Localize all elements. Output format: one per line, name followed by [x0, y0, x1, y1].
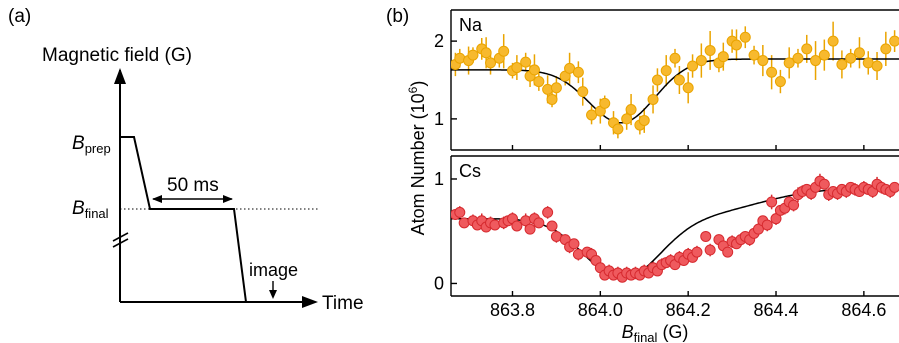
duration-label: 50 ms [167, 175, 219, 196]
na-data-point [871, 60, 883, 72]
cs-data-point [546, 220, 558, 232]
cs-xtick-label: 864.0 [578, 300, 623, 320]
na-data-point [647, 93, 659, 105]
na-data-point [546, 93, 558, 105]
cs-xtick-label: 864.4 [753, 300, 798, 320]
field-sequence-line [120, 136, 247, 303]
na-data-point [572, 66, 584, 78]
na-data-point [638, 114, 650, 126]
na-data-point [757, 55, 769, 67]
panel-a-time-label: Time [322, 293, 364, 314]
panel-a-y-arrowhead [114, 68, 126, 84]
na-data-point [739, 31, 751, 43]
cs-ytick-label: 0 [434, 273, 444, 293]
panel-a-ylabel: Magnetic field (G) [42, 45, 192, 66]
na-data-point [687, 60, 699, 72]
cs-plot: 0 1 863.8 864.0 864.2 864.4 864.6 Cs [434, 155, 899, 320]
b-prep-label: Bprep [72, 133, 111, 156]
cs-data-point [788, 199, 800, 211]
panel-b: (b) Atom Number (106) Bfinal (G) 1 2 Na 0 1… [386, 6, 899, 343]
na-data-point [682, 82, 694, 94]
na-data-point [612, 123, 624, 135]
na-ytick-label: 1 [434, 109, 444, 129]
panel-b-label: (b) [386, 6, 409, 27]
cs-data-point [524, 223, 536, 235]
na-data-point [783, 57, 795, 69]
cs-data-point [704, 244, 716, 256]
panel-a: (a) Magnetic field (G) Time Bprep Bfinal… [8, 6, 364, 314]
na-data-point [880, 43, 892, 55]
na-data-point [845, 52, 857, 64]
na-data-point [730, 39, 742, 51]
cs-data-point [700, 230, 712, 242]
cs-data-point [511, 220, 523, 232]
panel-b-xlabel: Bfinal (G) [622, 322, 689, 343]
cs-data-point [761, 219, 773, 231]
panel-a-time-arrowhead [302, 296, 318, 308]
cs-data-point [533, 217, 545, 229]
na-data-layer [451, 21, 899, 139]
na-data-point [480, 47, 492, 59]
na-data-point [651, 74, 663, 86]
panel-a-label: (a) [8, 6, 31, 27]
panel-b-ylabel: Atom Number (106) [406, 81, 428, 236]
cs-data-point [722, 246, 734, 258]
na-data-point [774, 76, 786, 88]
cs-data-point [691, 246, 703, 258]
na-data-point [498, 45, 510, 57]
na-data-point [533, 76, 545, 88]
cs-data-point [454, 206, 466, 218]
cs-data-point [568, 238, 580, 250]
axis-break-mark [112, 238, 129, 248]
cs-data-point [766, 196, 778, 208]
cs-data-point [818, 178, 830, 190]
na-ytick-label: 2 [434, 31, 444, 51]
cs-panel-label: Cs [459, 161, 481, 181]
na-data-point [485, 57, 497, 69]
na-data-point [599, 97, 611, 109]
na-data-point [625, 104, 637, 116]
na-data-point [511, 62, 523, 74]
b-final-label: Bfinal [72, 198, 109, 221]
na-data-point [669, 52, 681, 64]
image-label: image [249, 260, 298, 280]
na-data-point [673, 74, 685, 86]
axis-break-mark [112, 232, 129, 242]
na-data-point [520, 56, 532, 68]
na-data-point [577, 86, 589, 98]
cs-data-point [542, 206, 554, 218]
cs-data-point [752, 223, 764, 235]
na-data-point [792, 52, 804, 64]
na-plot: 1 2 Na [434, 9, 899, 151]
na-data-point [695, 55, 707, 67]
na-data-point [836, 58, 848, 70]
cs-data-point [770, 213, 782, 225]
cs-xtick-label: 863.8 [490, 300, 535, 320]
na-data-point [766, 66, 778, 78]
na-data-point [550, 82, 562, 94]
cs-data-layer [451, 173, 899, 283]
na-data-point [853, 47, 865, 59]
na-data-point [889, 35, 899, 47]
na-data-point [621, 113, 633, 125]
na-data-point [827, 35, 839, 47]
na-data-point [748, 49, 760, 61]
na-data-point [801, 43, 813, 55]
na-data-point [810, 55, 822, 67]
na-data-point [467, 49, 479, 61]
cs-xtick-label: 864.2 [666, 300, 711, 320]
cs-ytick-label: 1 [434, 169, 444, 189]
na-data-point [818, 49, 830, 61]
image-arrowhead [269, 290, 277, 299]
na-data-point [528, 64, 540, 76]
cs-data-point [889, 181, 899, 193]
na-data-point [717, 51, 729, 63]
na-data-point [660, 65, 672, 77]
cs-xtick-label: 864.6 [841, 300, 886, 320]
na-data-point [542, 83, 554, 95]
na-data-point [704, 44, 716, 56]
na-panel-label: Na [459, 15, 483, 35]
